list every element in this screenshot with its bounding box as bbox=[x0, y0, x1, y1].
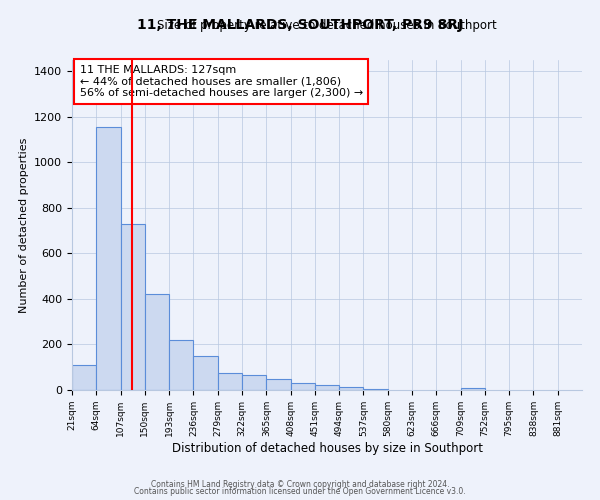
Text: 11 THE MALLARDS: 127sqm
← 44% of detached houses are smaller (1,806)
56% of semi: 11 THE MALLARDS: 127sqm ← 44% of detache… bbox=[80, 65, 363, 98]
Bar bbox=[121, 224, 145, 390]
Bar bbox=[290, 383, 315, 390]
Text: Contains HM Land Registry data © Crown copyright and database right 2024.: Contains HM Land Registry data © Crown c… bbox=[151, 480, 449, 489]
Bar bbox=[364, 389, 388, 390]
Text: Contains public sector information licensed under the Open Government Licence v3: Contains public sector information licen… bbox=[134, 488, 466, 496]
X-axis label: Distribution of detached houses by size in Southport: Distribution of detached houses by size … bbox=[172, 442, 482, 454]
Bar bbox=[96, 127, 121, 390]
Bar bbox=[169, 340, 193, 390]
Bar bbox=[72, 365, 96, 390]
Bar bbox=[266, 378, 290, 390]
Title: Size of property relative to detached houses in Southport: Size of property relative to detached ho… bbox=[157, 20, 497, 32]
Bar bbox=[461, 388, 485, 390]
Y-axis label: Number of detached properties: Number of detached properties bbox=[19, 138, 29, 312]
Bar bbox=[145, 294, 169, 390]
Text: 11, THE MALLARDS, SOUTHPORT, PR9 8RJ: 11, THE MALLARDS, SOUTHPORT, PR9 8RJ bbox=[137, 18, 463, 32]
Bar bbox=[242, 375, 266, 390]
Bar bbox=[339, 386, 364, 390]
Bar bbox=[315, 386, 339, 390]
Bar bbox=[218, 373, 242, 390]
Bar bbox=[193, 356, 218, 390]
